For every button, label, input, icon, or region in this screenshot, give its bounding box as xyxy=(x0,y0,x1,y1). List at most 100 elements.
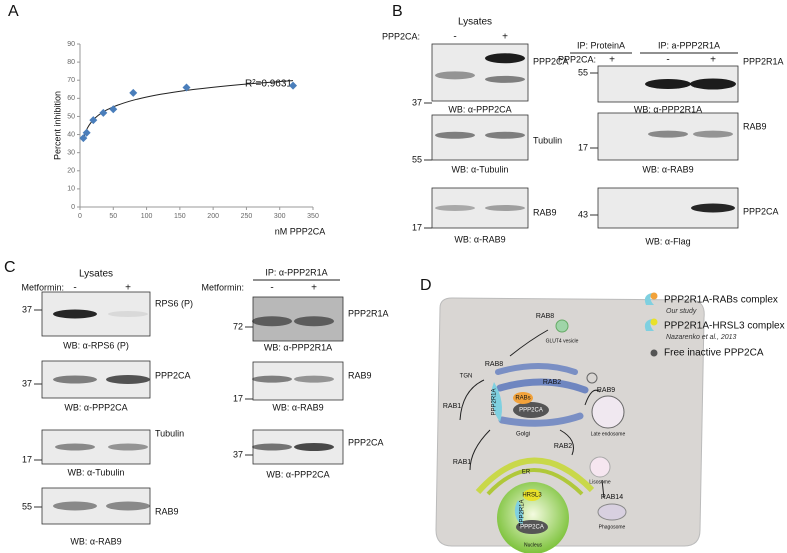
marker: 37 xyxy=(22,304,32,314)
diagram-label: PPP2R1A xyxy=(492,388,498,415)
point xyxy=(99,108,108,117)
blot xyxy=(41,487,151,525)
diagram-label: RAB1 xyxy=(453,459,471,466)
x-tick-label: 150 xyxy=(174,213,186,220)
condition-label: PPP2CA: xyxy=(558,54,596,64)
diagram-label: RAB2 xyxy=(543,379,561,386)
condition: - xyxy=(270,283,273,294)
y-tick-label: 40 xyxy=(67,131,75,138)
target: PPP2CA xyxy=(533,56,569,66)
point xyxy=(109,105,118,114)
point xyxy=(129,88,138,97)
diagram-label: ER xyxy=(522,470,531,476)
arrow xyxy=(559,429,574,456)
target: PPP2R1A xyxy=(743,56,784,66)
target: PPP2CA xyxy=(155,370,191,380)
marker: 55 xyxy=(22,501,32,511)
panel-label: C xyxy=(4,259,16,276)
target: RAB9 xyxy=(348,370,372,380)
band xyxy=(294,443,334,451)
legend-note: Our study xyxy=(666,308,697,315)
rabs-blob xyxy=(513,392,533,404)
wb-label: WB: α-RAB9 xyxy=(272,402,323,412)
band xyxy=(108,443,148,451)
diagram-label: PPP2R1A xyxy=(520,499,526,526)
band xyxy=(252,375,292,383)
golgi xyxy=(496,378,589,394)
point xyxy=(79,134,88,143)
wb-label: WB: α-RAB9 xyxy=(454,234,505,244)
x-tick-label: 100 xyxy=(141,213,153,220)
diagram-label: HRSL3 xyxy=(522,493,542,499)
diagram-label: Nucleus xyxy=(524,542,543,548)
band xyxy=(690,78,736,90)
marker: 17 xyxy=(233,393,243,403)
ppp2ca-blob xyxy=(516,520,548,534)
golgi xyxy=(495,363,578,375)
band xyxy=(485,75,525,83)
marker: 17 xyxy=(22,454,32,464)
x-axis-label: nM PPP2CA xyxy=(275,226,326,236)
band xyxy=(108,311,148,317)
ip-label: IP: α-PPP2R1A xyxy=(265,267,327,277)
target: RPS6 (P) xyxy=(155,298,193,308)
condition: - xyxy=(666,55,669,66)
marker: 43 xyxy=(578,209,588,219)
y-tick-label: 0 xyxy=(71,204,75,211)
legend-icon xyxy=(650,292,658,300)
lisosome xyxy=(589,456,611,478)
condition: + xyxy=(502,32,508,43)
diagram-label: Phagosome xyxy=(599,524,626,530)
wb-label: WB: α-PPP2CA xyxy=(266,469,329,479)
arrow xyxy=(509,329,549,357)
wb-label: WB: α-PPP2CA xyxy=(448,104,511,114)
legend-label: Free inactive PPP2CA xyxy=(664,348,764,359)
wb-label: WB: α-Tubulin xyxy=(452,164,509,174)
blot-title: Lysates xyxy=(79,269,113,280)
point xyxy=(182,83,191,92)
target: PPP2R1A xyxy=(348,308,389,318)
blot xyxy=(431,187,529,229)
band xyxy=(106,501,150,511)
diagram-label: Golgi xyxy=(516,432,530,438)
diagram-label: TGN xyxy=(460,374,473,380)
band xyxy=(648,130,688,138)
y-tick-label: 50 xyxy=(67,113,75,120)
diagram-label: PPP2CA xyxy=(519,408,543,414)
arrow xyxy=(584,389,601,406)
y-tick-label: 90 xyxy=(67,41,75,48)
target: Tubulin xyxy=(155,428,184,438)
band xyxy=(55,443,95,451)
vesicle xyxy=(586,372,598,384)
diagram-label: Lisosome xyxy=(589,479,611,485)
wb-label: WB: α-PPP2R1A xyxy=(634,104,702,114)
nucleus xyxy=(497,482,569,553)
band xyxy=(252,443,292,451)
y-tick-label: 70 xyxy=(67,77,75,84)
marker: 17 xyxy=(578,142,588,152)
diagram-label: PPP2CA xyxy=(520,525,544,531)
target: PPP2CA xyxy=(348,437,384,447)
wb-label: WB: α-RAB9 xyxy=(642,164,693,174)
ip-label: IP: ProteinA xyxy=(577,40,625,50)
legend-icon xyxy=(644,293,654,305)
band xyxy=(435,205,475,211)
ip-label: IP: a-PPP2R1A xyxy=(658,40,720,50)
marker: 55 xyxy=(412,154,422,164)
point xyxy=(289,81,298,90)
band xyxy=(645,79,691,89)
panel-label: A xyxy=(8,3,19,20)
wb-label: WB: α-Tubulin xyxy=(68,467,125,477)
band xyxy=(106,375,150,384)
condition: + xyxy=(609,55,615,66)
condition: + xyxy=(311,283,317,294)
wb-label: WB: α-RAB9 xyxy=(70,536,121,546)
band xyxy=(294,316,334,327)
glut4-vesicle xyxy=(555,319,569,333)
target: RAB9 xyxy=(743,121,767,131)
condition-label: Metformin: xyxy=(201,282,244,292)
diagram-label: Late endosome xyxy=(591,431,626,437)
diagram-label: RAB9 xyxy=(597,387,615,394)
annotation: R²=0.9631 xyxy=(245,79,292,90)
condition-label: Metformin: xyxy=(21,282,64,292)
